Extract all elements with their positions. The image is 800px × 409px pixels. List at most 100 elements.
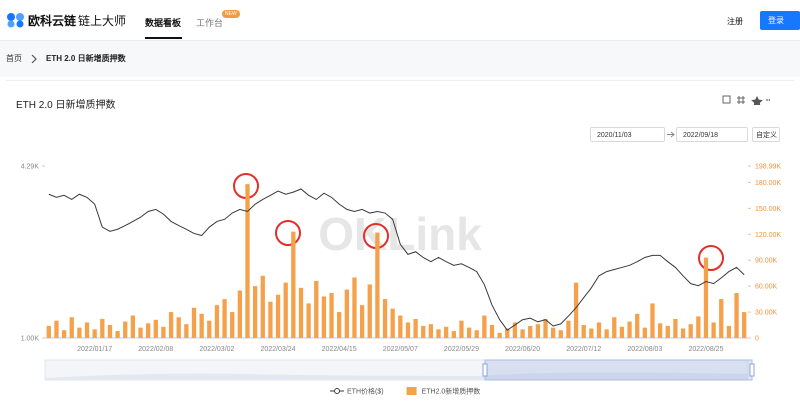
star-icon[interactable]: [751, 96, 763, 105]
bar: [398, 315, 403, 338]
bar: [161, 326, 166, 338]
y2-tick-label: 90.00K: [755, 258, 778, 265]
tab-active[interactable]: 数据看板: [145, 18, 182, 28]
bar: [214, 305, 220, 338]
bar: [199, 313, 204, 338]
breadcrumb-current: ETH 2.0 日新增质押数: [46, 54, 126, 63]
breadcrumb-home[interactable]: 首页: [6, 54, 22, 63]
bar: [115, 331, 120, 338]
bar: [337, 312, 342, 338]
bar: [497, 332, 502, 338]
y2-tick-label: 30.00K: [755, 310, 778, 317]
bar: [237, 290, 242, 338]
bar: [474, 330, 479, 338]
bar: [84, 322, 90, 338]
bar: [275, 294, 281, 338]
zoom-handle[interactable]: [749, 363, 755, 377]
bar: [535, 324, 541, 338]
zoom-handle[interactable]: [482, 363, 488, 377]
bar: [54, 320, 59, 338]
bar: [566, 320, 571, 338]
bar: [344, 289, 349, 338]
end-date[interactable]: 2022/09/18: [676, 127, 748, 142]
bar: [230, 312, 235, 338]
y-tick-label: 1.00K: [21, 336, 40, 343]
bar: [573, 282, 579, 338]
bar: [581, 325, 586, 338]
y2-tick-label: 198.99K: [755, 164, 781, 171]
legend-item: ETH2.0新增质押数: [406, 387, 481, 396]
bar: [46, 325, 51, 338]
y2-tick-label: 60.00K: [755, 284, 778, 291]
bar: [551, 327, 556, 338]
legend-label: ETH价格($): [347, 387, 384, 396]
bar: [673, 318, 678, 338]
bar: [298, 287, 304, 338]
bar: [314, 280, 319, 338]
line: [48, 188, 745, 331]
settings-icon[interactable]: [737, 96, 745, 104]
bar: [291, 231, 296, 338]
x-tick-label: 2022/08/03: [627, 346, 662, 353]
custom-button[interactable]: 自定义: [752, 127, 780, 142]
legend-item: ETH价格($): [330, 387, 384, 396]
bar: [191, 307, 197, 338]
bar: [138, 327, 143, 338]
x-tick-label: 2022/02/08: [138, 346, 173, 353]
bar: [207, 320, 212, 338]
bar: [543, 318, 548, 338]
logo-icon: [7, 13, 24, 28]
login-button[interactable]: 登录: [760, 11, 800, 30]
legend-label: ETH2.0新增质押数: [422, 387, 481, 396]
logo-text: 欧科云链: [28, 14, 77, 28]
logo-subtext: 链上大师: [78, 14, 127, 28]
breadcrumb-chevron: [31, 54, 37, 64]
bar: [268, 301, 273, 338]
start-date[interactable]: 2020/11/03: [590, 127, 665, 142]
bar: [153, 319, 158, 338]
watermark: OKLink: [318, 208, 482, 260]
tab[interactable]: 工作台: [196, 18, 224, 28]
tab-underline: [145, 37, 182, 39]
bar: [680, 328, 686, 338]
edit-icon[interactable]: [722, 95, 731, 104]
x-tick-label: 2022/04/15: [322, 346, 357, 353]
bar: [222, 299, 227, 338]
bar: [107, 325, 113, 338]
x-tick-label: 2022/05/29: [444, 346, 479, 353]
bar: [703, 257, 709, 338]
x-tick-label: 2022/05/07: [383, 346, 418, 353]
bar: [665, 325, 670, 338]
bar: [100, 318, 105, 338]
bar: [382, 299, 388, 338]
bar: [657, 323, 663, 338]
bar: [359, 305, 365, 338]
register-link[interactable]: 注册: [727, 17, 743, 26]
bar: [428, 324, 434, 338]
top-nav: 欧科云链 链上大师 数据看板 工作台 NEW 注册 登录: [0, 0, 800, 41]
bar: [558, 330, 563, 338]
bar: [436, 329, 441, 338]
zoom-window[interactable]: [484, 359, 753, 381]
bar: [184, 324, 189, 338]
bar: [390, 308, 395, 338]
bar: [306, 303, 311, 338]
y2-tick-label: 150.00K: [755, 206, 781, 213]
bar: [589, 328, 594, 338]
bar: [413, 318, 418, 338]
bar: [444, 326, 449, 338]
bar: [283, 282, 288, 338]
bar: [329, 293, 334, 338]
new-badge: NEW: [222, 10, 240, 18]
y2-tick-label: 180.00K: [755, 180, 781, 187]
bar: [321, 296, 327, 338]
x-tick-label: 2022/08/25: [688, 346, 723, 353]
bar: [69, 317, 74, 338]
bar: [375, 232, 380, 338]
bar: [696, 316, 701, 338]
bar: [123, 321, 128, 338]
zoom-preview: [45, 372, 748, 380]
y2-tick-label: 0: [755, 336, 759, 343]
